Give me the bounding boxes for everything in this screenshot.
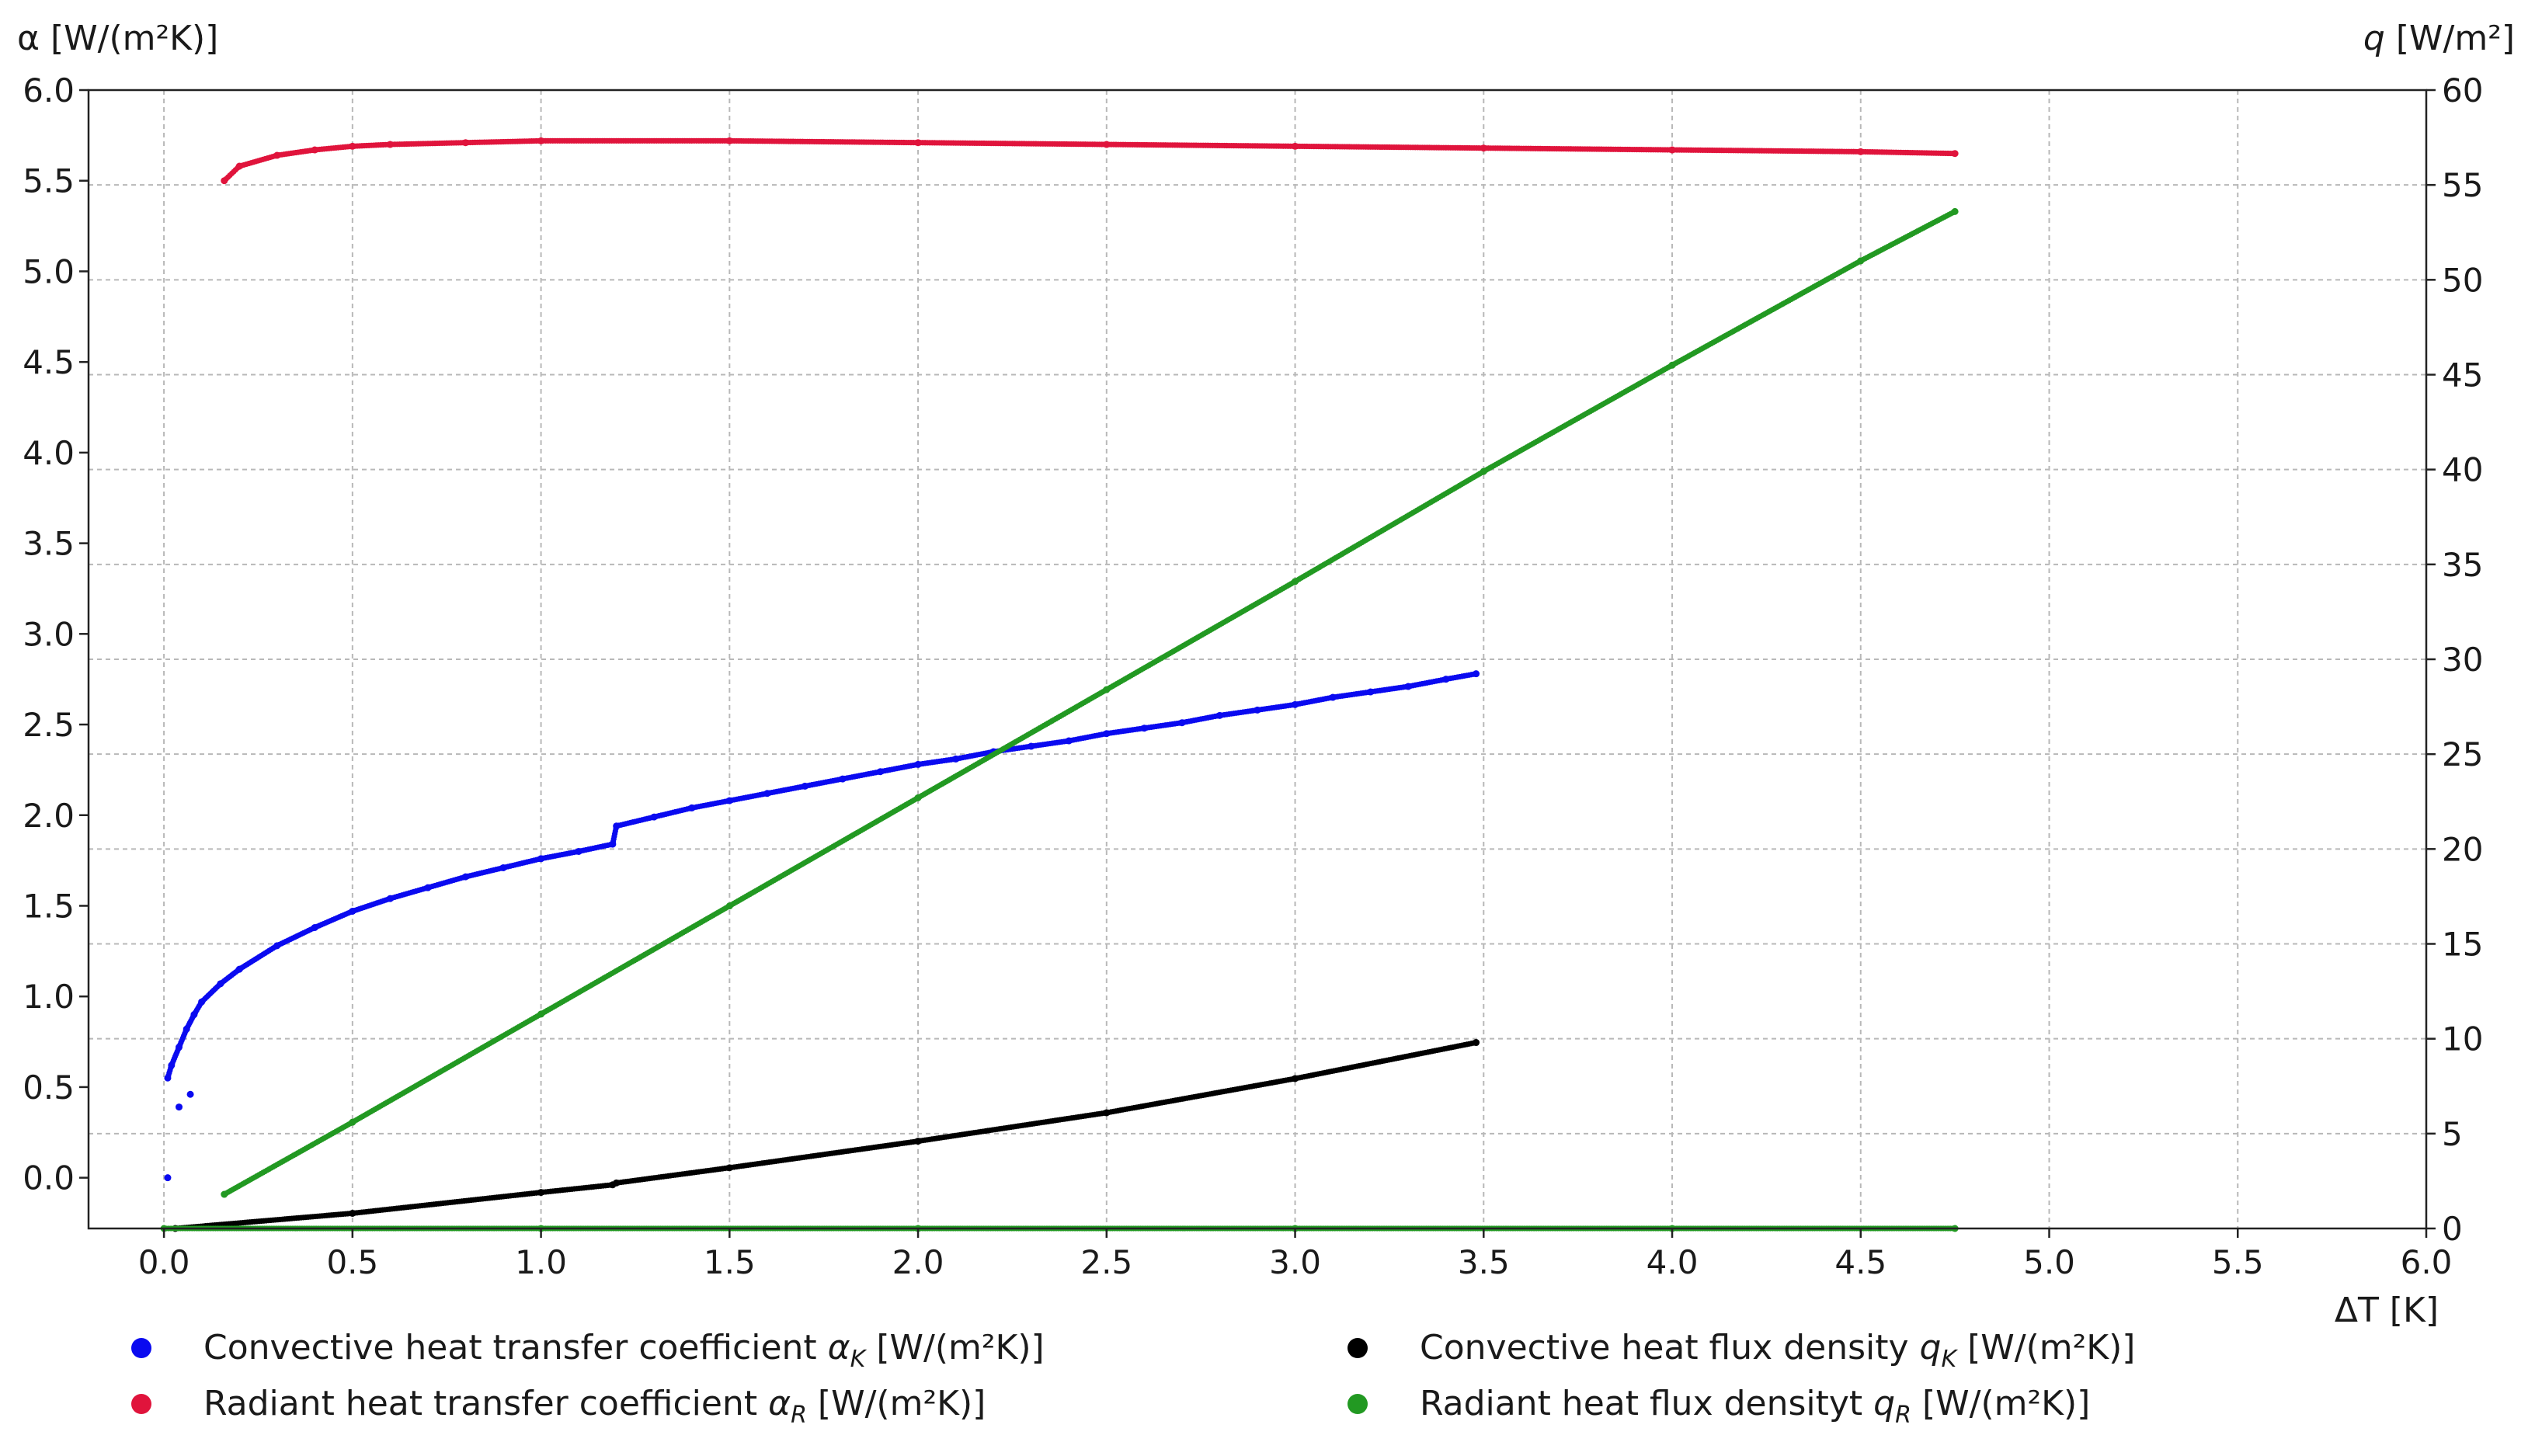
y-axis-left-title: α [W/(m²K)]	[17, 19, 218, 58]
y-right-tick-label: 10	[2442, 1020, 2483, 1058]
y-left-tick-label: 4.5	[23, 343, 75, 381]
legend-item-q_k: Convective heat flux density qK [W/(m²K)…	[1347, 1328, 2135, 1373]
legend-label-subscript: R	[1895, 1402, 1911, 1429]
x-tick-label: 1.5	[704, 1243, 756, 1281]
y-left-tick-label: 0.0	[23, 1159, 75, 1197]
data-point-alpha_k	[1473, 670, 1480, 678]
x-tick-label: 2.5	[1080, 1243, 1132, 1281]
legend-label-symbol: q	[1873, 1384, 1895, 1423]
grid	[89, 89, 2427, 1229]
legend-label: Radiant heat transfer coefficient αR [W/…	[203, 1384, 986, 1429]
series-alpha_r	[221, 137, 1959, 185]
y-left-tick-label: 2.5	[23, 706, 75, 744]
y-right-tick-label: 50	[2442, 261, 2483, 299]
legend-label-symbol: α	[768, 1384, 791, 1423]
data-point-q_k	[1473, 1039, 1480, 1047]
y-left-tick-label: 3.0	[23, 615, 75, 653]
y-right-tick-label: 20	[2442, 830, 2483, 868]
data-point-alpha_k	[164, 1174, 172, 1182]
legend-label: Convective heat transfer coefficient αK …	[203, 1328, 1045, 1373]
legend-label-text: Convective heat transfer coefficient	[203, 1328, 828, 1367]
x-tick-label: 1.0	[515, 1243, 567, 1281]
legend-label-unit: [W/(m²K)]	[865, 1328, 1044, 1367]
y-left-tick-label: 2.0	[23, 797, 75, 835]
legend-label-unit: [W/(m²K)]	[1911, 1384, 2090, 1423]
legend-label: Convective heat flux density qK [W/(m²K)…	[1420, 1328, 2135, 1373]
legend-marker	[1347, 1394, 1368, 1414]
y-axis-right-title: q [W/m²]	[2363, 19, 2515, 58]
series-q_r	[221, 207, 1959, 1198]
x-axis-title: ΔT [K]	[2335, 1291, 2439, 1330]
y-axis-right-symbol: q	[2363, 19, 2385, 58]
legend-label: Radiant heat flux densityt qR [W/(m²K)]	[1420, 1384, 2090, 1429]
y-left-tick-label: 5.5	[23, 162, 75, 200]
x-tick-label: 0.0	[138, 1243, 190, 1281]
legend-marker	[131, 1394, 151, 1414]
legend-marker	[131, 1338, 151, 1358]
y-left-tick-label: 1.0	[23, 978, 75, 1016]
y-right-tick-label: 5	[2442, 1115, 2463, 1153]
legend-label-text: Radiant heat flux densityt	[1420, 1384, 1873, 1423]
x-tick-label: 3.5	[1458, 1243, 1510, 1281]
legend-label-subscript: K	[1941, 1346, 1958, 1373]
plot-series	[160, 137, 1959, 1232]
legend-item-alpha_r: Radiant heat transfer coefficient αR [W/…	[131, 1384, 986, 1429]
y-right-tick-label: 45	[2442, 356, 2483, 394]
x-tick-label: 4.5	[1834, 1243, 1886, 1281]
legend-label-subscript: K	[850, 1346, 868, 1373]
legend-label-unit: [W/(m²K)]	[1956, 1328, 2135, 1367]
legend-item-alpha_k: Convective heat transfer coefficient αK …	[131, 1328, 1045, 1373]
x-tick-label: 5.5	[2212, 1243, 2264, 1281]
legend-label-subscript: R	[791, 1402, 807, 1429]
legend-label-text: Convective heat flux density	[1420, 1328, 1920, 1367]
y-right-tick-label: 30	[2442, 641, 2483, 679]
data-point-alpha_k	[186, 1090, 194, 1098]
y-left-tick-label: 6.0	[23, 71, 75, 109]
legend-label-symbol: q	[1920, 1328, 1942, 1367]
series-alpha_k	[164, 670, 1480, 1182]
legend-item-q_r: Radiant heat flux densityt qR [W/(m²K)]	[1347, 1384, 2090, 1429]
y-right-tick-label: 35	[2442, 546, 2483, 584]
y-left-tick-label: 0.5	[23, 1069, 75, 1107]
y-right-tick-label: 0	[2442, 1210, 2463, 1248]
x-tick-label: 3.0	[1269, 1243, 1321, 1281]
y-left-tick-label: 1.5	[23, 887, 75, 925]
legend-label-text: Radiant heat transfer coefficient	[203, 1384, 768, 1423]
x-tick-label: 5.0	[2023, 1243, 2075, 1281]
series-q_k	[172, 1039, 1480, 1232]
legend: Convective heat transfer coefficient αK …	[131, 1328, 2135, 1429]
data-point-q_r	[1951, 207, 1959, 215]
y-left-tick-label: 3.5	[23, 525, 75, 563]
y-axis-right-unit: [W/m²]	[2385, 19, 2515, 58]
y-right-tick-label: 55	[2442, 166, 2483, 204]
y-left-tick-label: 5.0	[23, 252, 75, 290]
x-tick-label: 6.0	[2401, 1243, 2453, 1281]
y-right-tick-label: 40	[2442, 451, 2483, 489]
axis-ticks: 0.0 0.5 1.0 1.5 2.0 2.5 3.0 3.5 4.0 4.5 5.0 5.5 6.00…	[23, 71, 2483, 1281]
y-right-tick-label: 25	[2442, 735, 2483, 773]
y-right-tick-label: 15	[2442, 926, 2483, 964]
legend-label-symbol: α	[828, 1328, 850, 1367]
y-right-tick-label: 60	[2442, 71, 2483, 109]
data-point-alpha_k	[176, 1103, 183, 1111]
legend-label-unit: [W/(m²K)]	[807, 1384, 986, 1423]
data-point-alpha_r	[1951, 150, 1959, 158]
x-tick-label: 0.5	[326, 1243, 378, 1281]
x-tick-label: 2.0	[892, 1243, 944, 1281]
x-tick-label: 4.0	[1647, 1243, 1699, 1281]
y-left-tick-label: 4.0	[23, 434, 75, 472]
legend-marker	[1347, 1338, 1368, 1358]
